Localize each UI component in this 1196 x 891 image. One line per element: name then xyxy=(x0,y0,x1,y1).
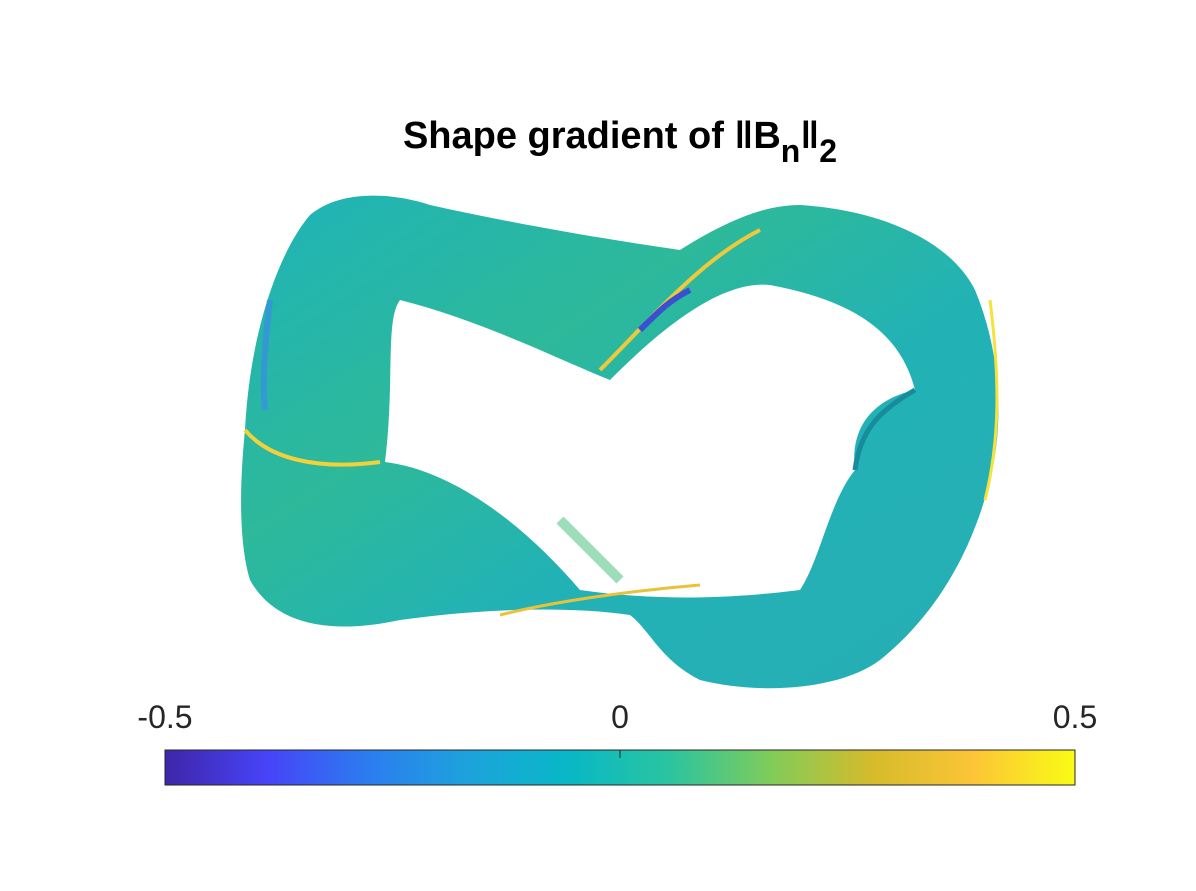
ribbon-fold xyxy=(852,387,917,471)
surface xyxy=(241,195,999,689)
tick-label: 0 xyxy=(611,699,629,735)
ribbon-stripe xyxy=(637,287,692,333)
ribbon-surface xyxy=(241,195,999,689)
title-subscript: n xyxy=(781,133,801,169)
ribbon-stripe xyxy=(260,299,273,411)
ribbon-edge xyxy=(983,299,999,501)
chart-title: Shape gradient of ‖Bn‖2 xyxy=(403,115,837,169)
ribbon-edge xyxy=(499,583,701,617)
ribbon-edge xyxy=(598,228,761,372)
title-subscript: 2 xyxy=(819,133,837,169)
ribbon-stripe xyxy=(556,516,624,584)
title-part: Shape gradient of ‖B xyxy=(403,115,781,157)
ribbon-edge xyxy=(243,428,381,467)
tick-label: 0.5 xyxy=(1053,699,1097,735)
tick-label: -0.5 xyxy=(137,699,192,735)
title-part: ‖ xyxy=(800,115,819,157)
colorbar: -0.5 0 0.5 xyxy=(137,699,1097,786)
